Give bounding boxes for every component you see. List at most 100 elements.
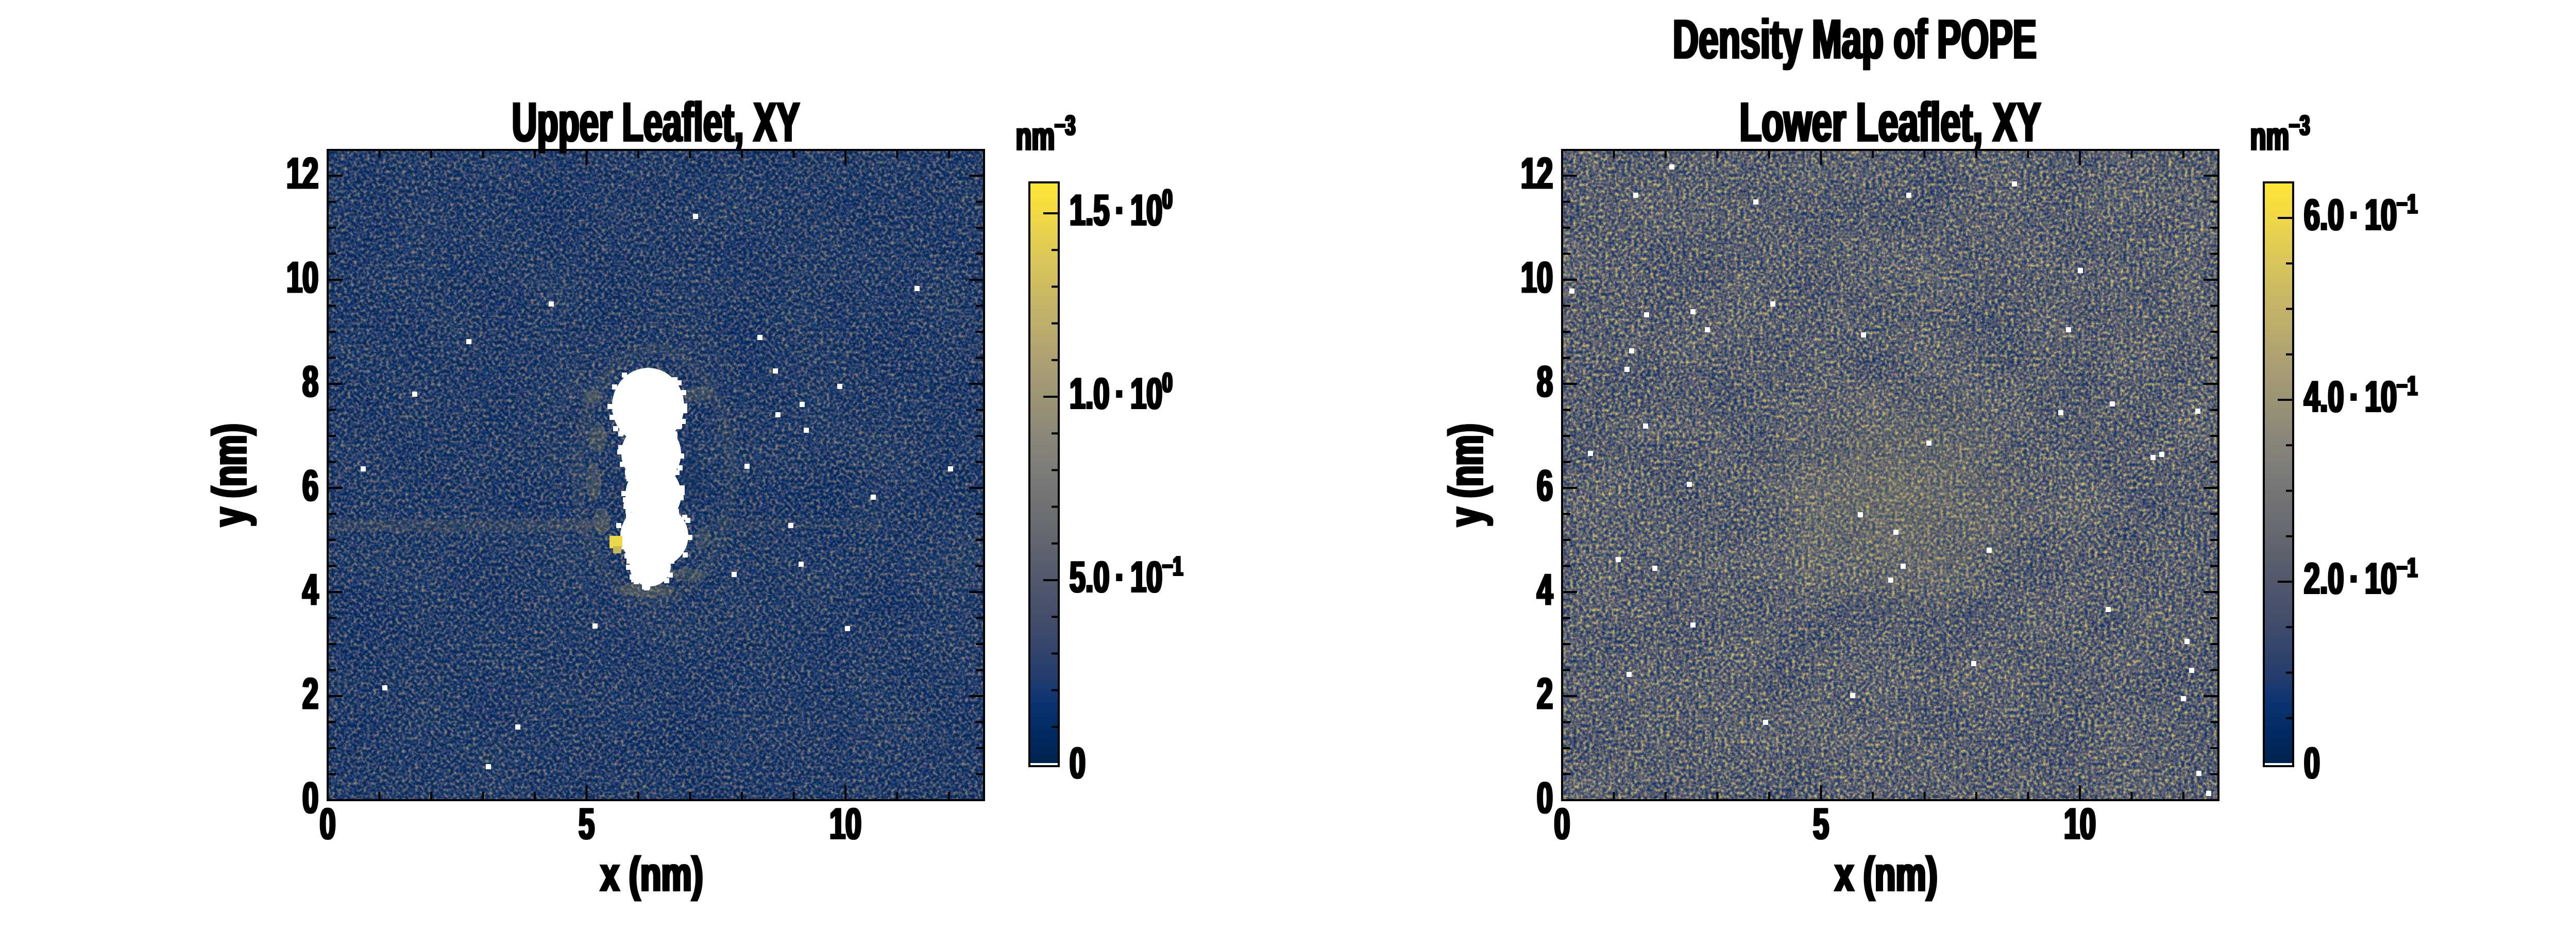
svg-text:y (nm): y (nm) [202,422,257,525]
svg-text:1.5 · 100: 1.5 · 100 [1071,183,1174,234]
svg-text:5: 5 [580,800,596,849]
svg-text:y (nm): y (nm) [1439,424,1493,526]
svg-text:5: 5 [579,800,595,849]
svg-text:0: 0 [2303,739,2319,788]
svg-text:0: 0 [1538,774,1554,823]
svg-text:0: 0 [320,800,336,849]
svg-text:y (nm): y (nm) [1439,425,1493,527]
svg-text:4: 4 [301,566,317,615]
svg-text:y (nm): y (nm) [202,425,257,527]
svg-text:8: 8 [301,358,317,407]
svg-text:8: 8 [302,358,318,407]
svg-text:0: 0 [1554,800,1570,849]
svg-text:x (nm): x (nm) [1834,847,1936,901]
svg-text:Density Map of POPE: Density Map of POPE [1672,9,2036,71]
svg-text:10: 10 [1521,253,1553,302]
svg-text:Upper Leaflet, XY: Upper Leaflet, XY [513,91,801,154]
svg-text:4: 4 [1537,566,1553,615]
svg-text:2: 2 [1537,670,1553,719]
svg-text:Density Map of POPE: Density Map of POPE [1673,9,2037,71]
svg-text:2: 2 [1536,670,1552,719]
svg-text:5: 5 [1814,800,1830,849]
svg-text:8: 8 [1536,358,1552,407]
svg-text:4: 4 [1538,566,1554,615]
svg-text:2.0 · 10−1: 2.0 · 10−1 [2304,552,2417,603]
svg-text:10: 10 [831,800,862,849]
svg-text:Upper Leaflet, XY: Upper Leaflet, XY [512,91,800,154]
svg-text:6: 6 [1538,462,1554,511]
svg-text:5.0 · 10−1: 5.0 · 10−1 [1071,550,1184,601]
svg-text:x (nm): x (nm) [599,847,702,901]
svg-text:Lower Leaflet, XY: Lower Leaflet, XY [1740,92,2042,154]
svg-text:0: 0 [2305,739,2321,788]
svg-text:6: 6 [302,462,318,511]
svg-text:10: 10 [2065,800,2097,849]
svg-text:1.0 · 100: 1.0 · 100 [1071,367,1174,418]
svg-text:Lower Leaflet, XY: Lower Leaflet, XY [1739,92,2041,154]
svg-text:12: 12 [1520,149,1552,198]
svg-text:1.0 · 100: 1.0 · 100 [1070,367,1173,418]
svg-text:10: 10 [1520,253,1552,302]
svg-text:4.0 · 10−1: 4.0 · 10−1 [2303,370,2416,421]
svg-text:4: 4 [302,566,318,615]
svg-text:Density Map of POPE: Density Map of POPE [1674,9,2038,71]
svg-text:6.0 · 10−1: 6.0 · 10−1 [2305,188,2418,239]
svg-text:10: 10 [2064,800,2096,849]
svg-text:5: 5 [1812,800,1828,849]
svg-text:0: 0 [1070,739,1086,788]
svg-text:10: 10 [286,253,318,302]
svg-text:12: 12 [1521,149,1553,198]
svg-text:x (nm): x (nm) [601,847,704,901]
svg-text:6: 6 [301,462,317,511]
svg-text:5: 5 [578,800,594,849]
svg-text:x (nm): x (nm) [600,847,703,901]
svg-text:0: 0 [301,774,317,823]
svg-text:2: 2 [301,670,317,719]
svg-text:6: 6 [1537,462,1553,511]
svg-text:2: 2 [1538,670,1554,719]
svg-text:nm−3: nm−3 [1016,109,1076,159]
svg-text:0: 0 [1536,774,1552,823]
svg-text:y (nm): y (nm) [202,424,257,526]
svg-text:0: 0 [1069,739,1084,788]
svg-text:10: 10 [829,800,861,849]
svg-text:0: 0 [303,774,319,823]
svg-text:12: 12 [286,149,318,198]
svg-text:0: 0 [1553,800,1569,849]
svg-text:y (nm): y (nm) [1439,422,1493,525]
svg-text:8: 8 [1537,358,1553,407]
svg-text:nm−3: nm−3 [2249,109,2309,159]
svg-text:10: 10 [1522,253,1554,302]
svg-text:0: 0 [1537,774,1553,823]
svg-text:Upper Leaflet, XY: Upper Leaflet, XY [511,91,799,154]
svg-text:10: 10 [286,253,318,302]
svg-text:6: 6 [1536,462,1552,511]
svg-text:12: 12 [286,149,318,198]
svg-text:0: 0 [320,800,336,849]
svg-text:x (nm): x (nm) [1836,847,1938,901]
svg-text:4: 4 [303,566,319,615]
svg-text:1.5 · 100: 1.5 · 100 [1069,183,1172,234]
svg-text:12: 12 [1522,149,1554,198]
svg-text:8: 8 [1538,358,1554,407]
svg-text:0: 0 [1071,739,1087,788]
svg-text:nm−3: nm−3 [1015,109,1075,159]
svg-text:2: 2 [302,670,318,719]
svg-text:4: 4 [1536,566,1552,615]
svg-text:1.0 · 100: 1.0 · 100 [1069,367,1172,418]
svg-text:1.5 · 100: 1.5 · 100 [1070,183,1173,234]
svg-text:5: 5 [1813,800,1829,849]
svg-text:0: 0 [302,774,318,823]
svg-text:6.0 · 10−1: 6.0 · 10−1 [2304,188,2417,239]
svg-text:0: 0 [319,800,335,849]
svg-text:10: 10 [287,253,319,302]
svg-text:x (nm): x (nm) [1835,847,1937,901]
svg-text:10: 10 [828,800,860,849]
svg-text:Lower Leaflet, XY: Lower Leaflet, XY [1739,92,2040,154]
svg-text:0: 0 [1555,800,1571,849]
svg-text:10: 10 [2063,800,2095,849]
svg-text:6: 6 [303,462,319,511]
svg-text:8: 8 [303,358,319,407]
svg-text:12: 12 [287,149,319,198]
svg-text:0: 0 [2304,739,2320,788]
